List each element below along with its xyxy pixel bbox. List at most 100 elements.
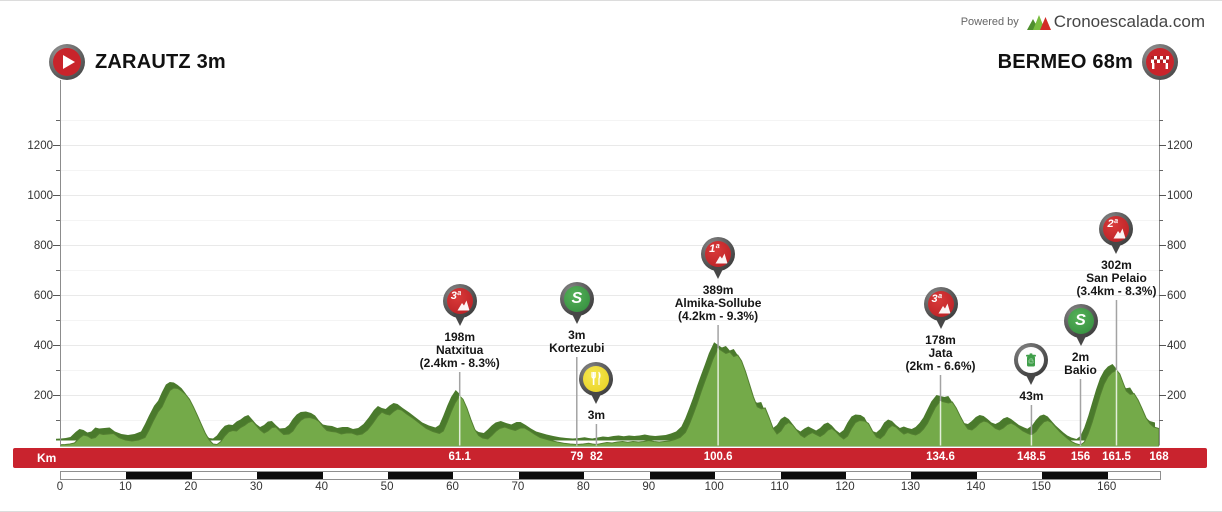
marker-label: 302m San Pelaio (3.4km - 8.3%) — [1031, 259, 1201, 298]
brand-link[interactable]: Cronoescalada.com — [1053, 12, 1205, 31]
scale-segment — [518, 472, 585, 479]
scale-segment — [191, 472, 258, 479]
marker-pin-sprint[interactable]: S — [1063, 304, 1098, 338]
scale-segment — [1107, 472, 1160, 479]
mountain-icon — [1113, 228, 1126, 239]
x-axis-label: 30 — [249, 481, 263, 493]
y-axis-label: 200 — [1167, 389, 1187, 402]
cronoescalada-logo — [1026, 14, 1051, 30]
powered-by-bar: Powered by Cronoescalada.com — [961, 12, 1205, 32]
finish-icon — [1142, 44, 1178, 80]
mountain-icon — [715, 253, 728, 264]
marker-pin-climb[interactable]: 1ª — [701, 237, 736, 271]
y-axis-label: 600 — [1167, 289, 1187, 302]
marker-label-line: 302m — [1101, 258, 1132, 272]
marker-pin-climb[interactable]: 3ª — [923, 287, 958, 321]
sprint-s-label: S — [571, 289, 583, 307]
x-axis-label: 20 — [184, 481, 198, 493]
scale-segment — [584, 472, 650, 479]
scale-segment — [976, 472, 1043, 479]
x-axis-label: 140 — [966, 481, 986, 493]
y-axis-label: 800 — [33, 239, 53, 252]
climb-category-label: 1ª — [709, 243, 720, 255]
climb-category-label: 3ª — [931, 293, 942, 305]
x-axis-label: 160 — [1097, 481, 1117, 493]
km-bar-value: 168 — [1149, 451, 1169, 463]
scale-segment — [257, 472, 323, 479]
km-bar: Km — [13, 448, 1207, 468]
marker-label: 3m — [511, 409, 681, 422]
y-axis-label: 600 — [33, 289, 53, 302]
marker-label: 178m Jata (2km - 6.6%) — [856, 334, 1026, 373]
x-axis-label: 110 — [770, 481, 789, 493]
restaurant-icon — [591, 371, 602, 385]
sprint-icon: S — [563, 286, 590, 312]
marker-label-line: Natxitua — [436, 343, 484, 357]
marker-label-line: (4.2km - 9.3%) — [678, 309, 759, 323]
marker-label-line: Kortezubi — [549, 341, 605, 355]
km-bar-value: 161.5 — [1102, 451, 1131, 463]
marker-label-line: Jata — [928, 346, 953, 360]
y-axis-label: 1200 — [27, 139, 53, 152]
scale-segment — [322, 472, 389, 479]
marker-label-line: 2m — [1071, 350, 1090, 364]
scale-segment — [780, 472, 846, 479]
marker-label-line: 3m — [587, 408, 606, 422]
y-axis-label: 1000 — [1167, 189, 1193, 202]
climb-category-label: 2ª — [1107, 218, 1118, 230]
climb-category-icon: 1ª — [705, 241, 732, 267]
marker-pin-climb[interactable]: 2ª — [1099, 212, 1134, 246]
litter-zone-icon: ♲ — [1026, 353, 1037, 367]
finish-title: BERMEO 68m — [997, 50, 1133, 73]
marker-label-line: (3.4km - 8.3%) — [1076, 284, 1157, 298]
climb-category-icon: 3ª — [446, 288, 473, 314]
svg-text:♲: ♲ — [1028, 357, 1035, 366]
x-axis-label: 150 — [1031, 481, 1051, 493]
marker-label: 2m Bakio — [996, 351, 1166, 377]
y-axis-label: 1200 — [1167, 139, 1193, 152]
marker-label-line: San Pelaio — [1086, 271, 1147, 285]
marker-label-line: Bakio — [1064, 363, 1097, 377]
y-axis-label: 200 — [33, 389, 53, 402]
litter-zone-badge: ♲ — [1018, 347, 1045, 373]
marker-pin-climb[interactable]: 3ª — [442, 284, 477, 318]
y-axis-label: 800 — [1167, 239, 1187, 252]
scale-segment — [911, 472, 977, 479]
y-axis-label: 400 — [1167, 339, 1187, 352]
play-icon — [63, 55, 75, 69]
x-axis-label: 60 — [446, 481, 459, 493]
scale-segment — [61, 472, 127, 479]
sprint-s-label: S — [1075, 311, 1086, 329]
x-axis-label: 90 — [642, 481, 656, 493]
marker-label-line: Almika-Sollube — [674, 296, 762, 310]
km-bar-value: 134.6 — [926, 451, 955, 463]
marker-label: 3m Kortezubi — [492, 329, 662, 355]
marker-pin-feed[interactable] — [579, 362, 614, 396]
marker-pin-sprint[interactable]: S — [559, 282, 594, 316]
x-axis-label: 0 — [56, 481, 64, 493]
distance-scale-bar — [60, 471, 1161, 480]
scale-segment — [715, 472, 781, 479]
marker-label-line: (2km - 6.6%) — [905, 359, 976, 373]
marker-pin-waste[interactable]: ♲ — [1014, 343, 1049, 377]
marker-label-line: 43m — [1019, 389, 1044, 403]
stage-finish-header: BERMEO 68m — [998, 44, 1178, 80]
km-bar-value: 82 — [590, 451, 603, 463]
marker-label: 389m Almika-Sollube (4.2km - 9.3%) — [633, 284, 803, 323]
stage-start-header: ZARAUTZ 3m — [49, 44, 226, 80]
scale-segment — [388, 472, 454, 479]
mountain-icon — [938, 303, 950, 314]
sprint-icon: S — [1067, 308, 1094, 334]
x-axis-label: 80 — [576, 481, 590, 493]
climb-category-icon: 2ª — [1103, 216, 1130, 242]
km-bar-label: Km — [37, 451, 57, 465]
y-axis-label: 400 — [33, 339, 53, 352]
marker-label-line: 3m — [568, 328, 586, 342]
y-axis-label: 1000 — [27, 189, 53, 202]
x-axis-label: 100 — [704, 481, 724, 493]
profile-area — [60, 347, 1159, 447]
x-axis-label: 50 — [380, 481, 394, 493]
scale-segment — [453, 472, 519, 479]
feed-zone-icon — [583, 366, 610, 392]
